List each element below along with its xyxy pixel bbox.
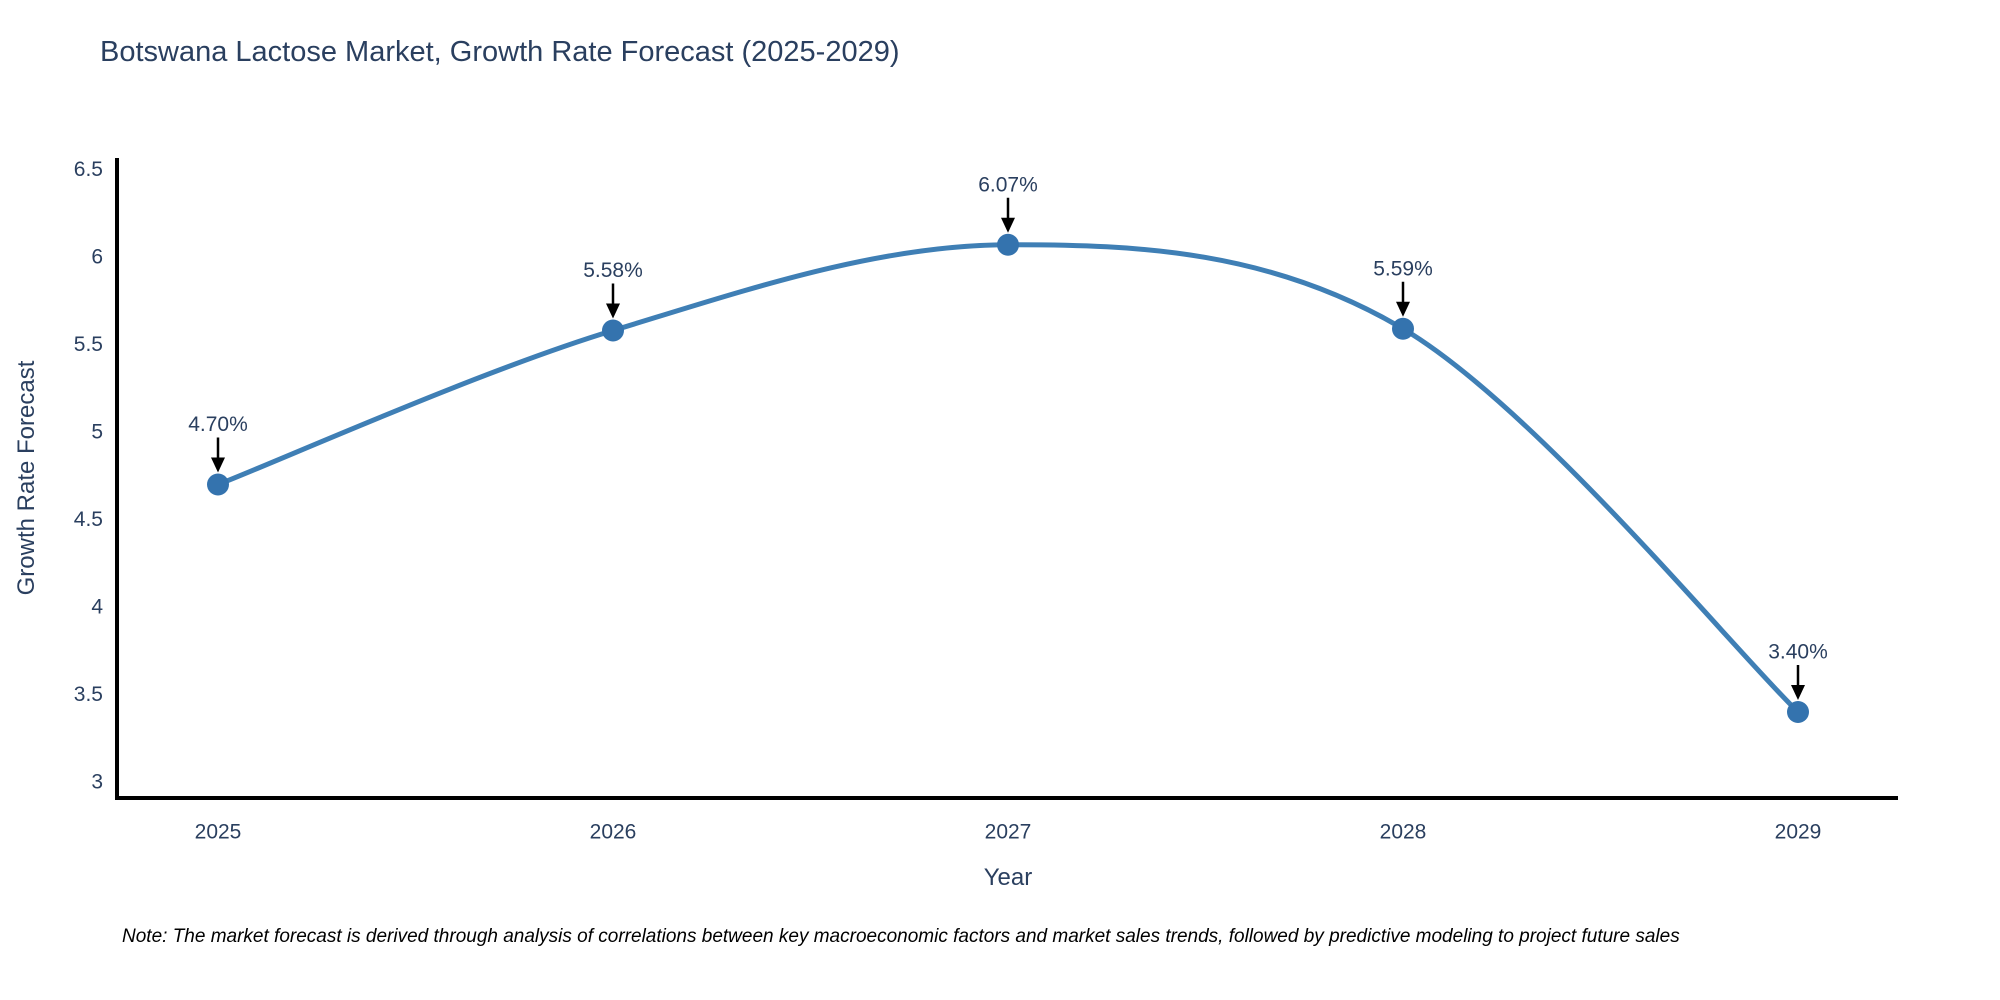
data-point-marker[interactable]	[1787, 701, 1809, 723]
x-tick-label: 2026	[590, 821, 637, 844]
annotation-arrowhead	[606, 303, 620, 319]
y-tick-label: 5	[91, 421, 103, 444]
y-tick-label: 5.5	[74, 333, 103, 356]
x-tick-label: 2025	[195, 821, 242, 844]
x-tick-label: 2029	[1775, 821, 1822, 844]
y-tick-label: 4	[91, 596, 103, 619]
data-point-marker[interactable]	[207, 473, 229, 496]
series-line	[215, 242, 1801, 715]
x-tick-label: 2027	[985, 821, 1032, 844]
annotation-label: 5.59%	[1373, 257, 1433, 280]
data-point-marker[interactable]	[602, 319, 624, 342]
tick-layer: 3 3.5 4 4.5 5 5.5 6 6.5 2025 2026 2027 2028 2029	[74, 158, 1822, 844]
data-point-marker[interactable]	[997, 233, 1019, 256]
annotation-arrowhead	[1791, 685, 1805, 700]
y-tick-label: 6.5	[74, 158, 103, 181]
annotation-label: 5.58%	[583, 259, 643, 282]
x-axis-title: Year	[983, 864, 1033, 891]
annotation-label: 3.40%	[1768, 641, 1828, 664]
annotation-arrowhead	[1396, 301, 1410, 317]
chart-title: Botswana Lactose Market, Growth Rate For…	[100, 36, 900, 68]
annotation-label: 4.70%	[188, 413, 248, 436]
annotation-arrowhead	[1001, 217, 1015, 233]
y-tick-label: 4.5	[74, 508, 103, 531]
x-tick-label: 2028	[1380, 821, 1427, 844]
annotation-label: 6.07%	[978, 173, 1038, 196]
marker-layer	[207, 233, 1809, 723]
annotation-layer: 4.70% 5.58% 6.07% 5.59% 3.40%	[188, 173, 1828, 700]
y-axis-title: Growth Rate Forecast	[13, 360, 40, 596]
y-tick-label: 6	[91, 246, 103, 269]
series-layer	[215, 242, 1801, 715]
data-point-marker[interactable]	[1392, 317, 1414, 340]
annotation-arrowhead	[211, 457, 225, 473]
y-tick-label: 3.5	[74, 683, 103, 706]
footnote: Note: The market forecast is derived thr…	[122, 926, 1680, 947]
axes-layer	[115, 158, 1898, 800]
y-tick-label: 3	[91, 771, 103, 794]
